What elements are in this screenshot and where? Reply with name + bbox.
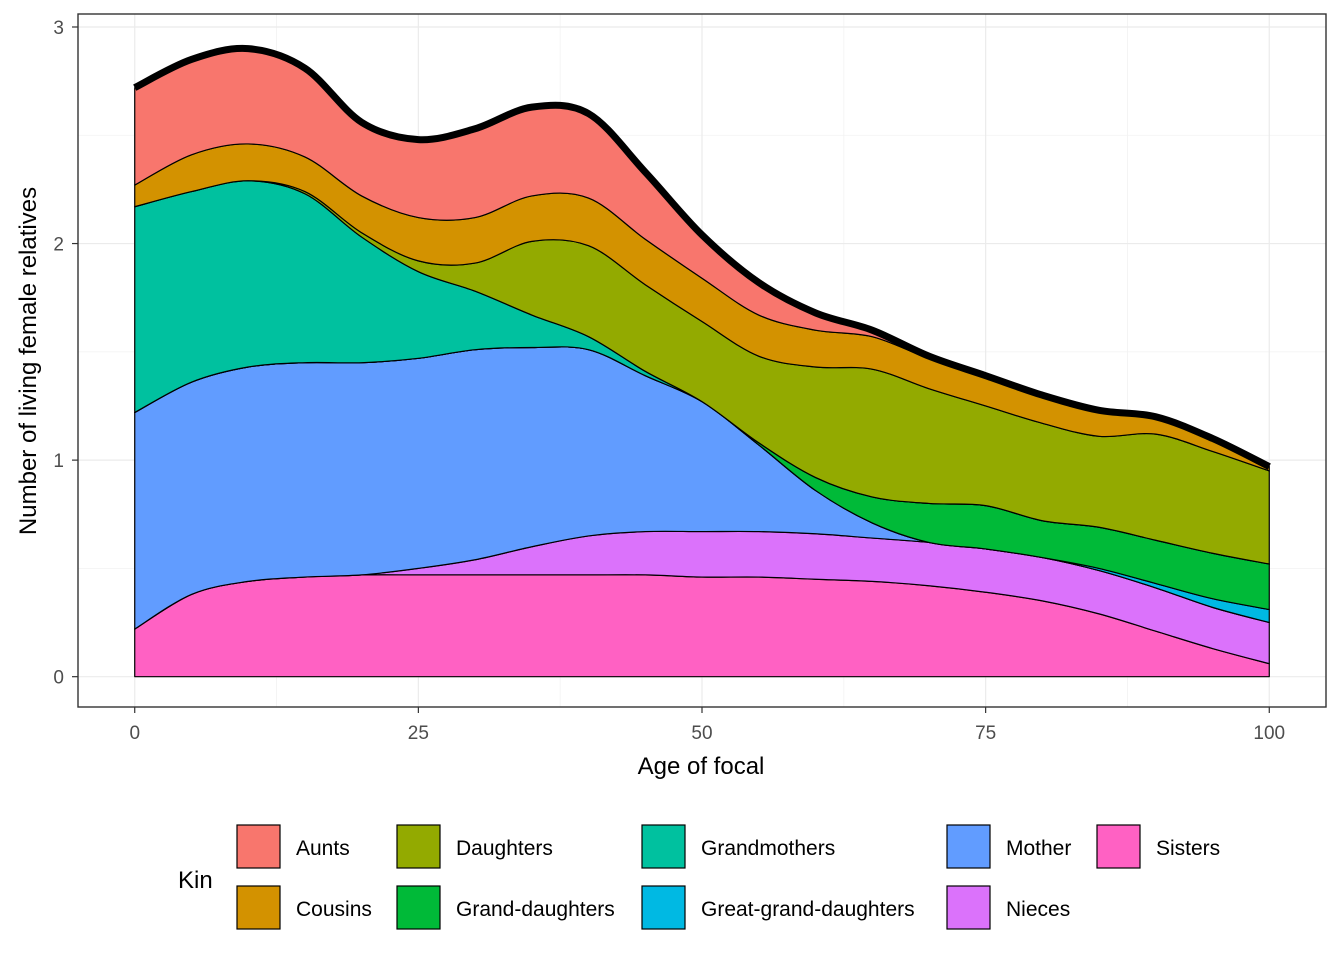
- legend-swatch-sisters: [1096, 824, 1141, 869]
- legend-swatch-cousins: [236, 885, 281, 930]
- total-outline: [133, 44, 1271, 470]
- stacked-areas: [134, 47, 1270, 678]
- legend-label-great-grand-daughters: Great-grand-daughters: [701, 898, 915, 921]
- legend-swatch-grandmothers: [641, 824, 686, 869]
- x-axis-title: Age of focal: [638, 753, 765, 780]
- legend-swatch-aunts: [236, 824, 281, 869]
- y-tick-label: 0: [53, 668, 64, 689]
- x-tick-label: 0: [129, 723, 140, 744]
- legend-title: Kin: [178, 867, 213, 894]
- legend-label-grandmothers: Grandmothers: [701, 837, 835, 860]
- y-tick-label: 2: [53, 235, 64, 256]
- legend-swatch-great-grand-daughters: [641, 885, 686, 930]
- x-axis-ticks: 0 25 50 75 100: [129, 707, 1285, 744]
- legend-swatch-nieces: [946, 885, 991, 930]
- legend-label-cousins: Cousins: [296, 898, 372, 921]
- y-axis-ticks: 0 1 2 3: [53, 18, 78, 689]
- legend-swatch-mother: [946, 824, 991, 869]
- legend-swatch-grand-daughters: [396, 885, 441, 930]
- legend-label-grand-daughters: Grand-daughters: [456, 898, 615, 921]
- legend-label-mother: Mother: [1006, 837, 1071, 860]
- total-line: [133, 44, 1271, 470]
- x-tick-label: 75: [975, 723, 996, 744]
- legend-swatch-daughters: [396, 824, 441, 869]
- legend-label-sisters: Sisters: [1156, 837, 1220, 860]
- legend: Aunts Cousins Daughters Grand-daughters Gran…: [236, 824, 1220, 930]
- y-tick-label: 1: [53, 451, 64, 472]
- x-tick-label: 100: [1253, 723, 1285, 744]
- y-axis-title: Number of living female relatives: [15, 187, 42, 535]
- legend-label-aunts: Aunts: [296, 837, 350, 860]
- x-tick-label: 25: [408, 723, 429, 744]
- x-tick-label: 50: [691, 723, 712, 744]
- y-tick-label: 3: [53, 18, 64, 39]
- legend-label-nieces: Nieces: [1006, 898, 1070, 921]
- legend-label-daughters: Daughters: [456, 837, 553, 860]
